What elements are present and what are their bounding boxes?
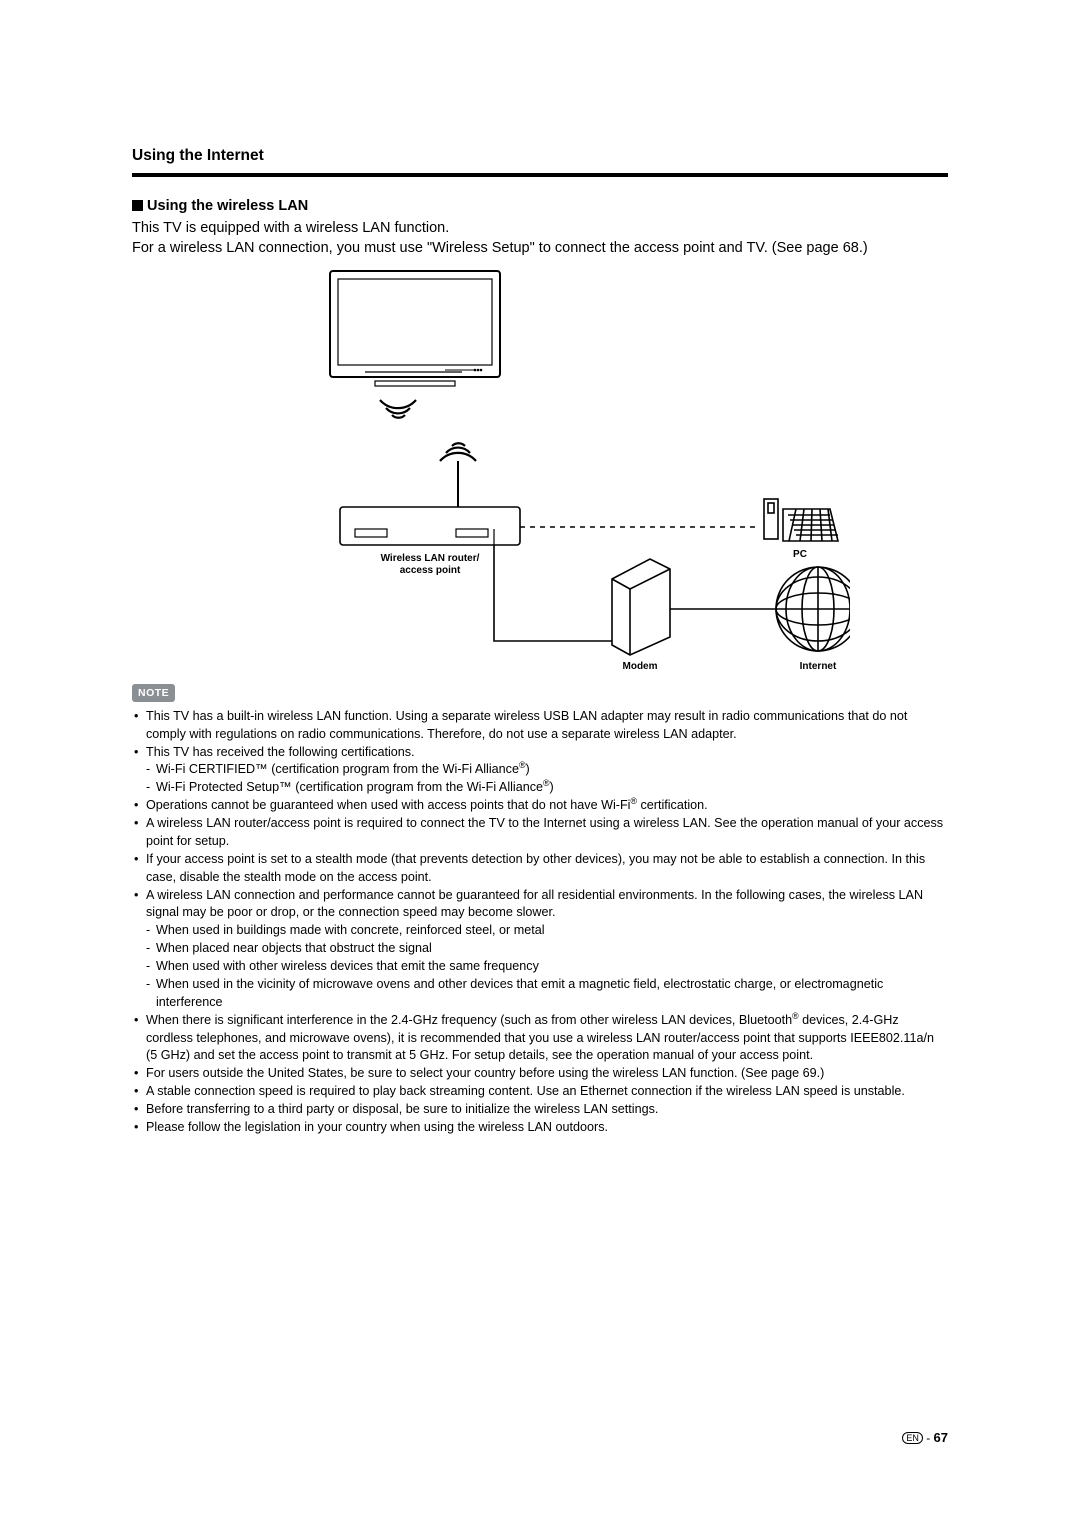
modem-icon: [612, 559, 670, 655]
tv-icon: [330, 271, 500, 386]
page-lang-badge: EN: [902, 1432, 923, 1444]
intro-line-2: For a wireless LAN connection, you must …: [132, 240, 868, 256]
section-divider: [132, 173, 948, 177]
page-sep: -: [923, 1431, 934, 1445]
wireless-lan-heading: Using the wireless LAN: [132, 197, 948, 218]
env-subitem: When used with other wireless devices th…: [146, 958, 948, 976]
internet-label: Internet: [800, 661, 837, 669]
modem-label: Modem: [623, 661, 658, 669]
section-title: Using the Internet: [132, 146, 948, 173]
env-subitem: When used in buildings made with concret…: [146, 922, 948, 940]
wifi-waves-down-icon: [380, 400, 416, 418]
notes-list: This TV has a built-in wireless LAN func…: [132, 708, 948, 1137]
wifi-waves-up-icon: [440, 443, 476, 461]
square-bullet-icon: [132, 198, 143, 218]
note-text: This TV has received the following certi…: [146, 745, 415, 759]
network-diagram: Wireless LAN router/ access point PC Mod…: [230, 269, 850, 669]
wireless-lan-heading-text: Using the wireless LAN: [147, 198, 308, 214]
note-item: When there is significant interference i…: [132, 1012, 948, 1066]
page-footer: EN - 67: [902, 1429, 948, 1447]
note-item: A wireless LAN connection and performanc…: [132, 887, 948, 1012]
globe-icon: [776, 567, 850, 651]
note-item: If your access point is set to a stealth…: [132, 851, 948, 887]
intro-text: This TV is equipped with a wireless LAN …: [132, 219, 948, 258]
router-label: Wireless LAN router/: [381, 553, 480, 564]
page-number: 67: [934, 1430, 948, 1445]
pc-label: PC: [793, 549, 807, 560]
note-text: A wireless LAN connection and performanc…: [146, 888, 923, 920]
cert-subitem: Wi-Fi Protected Setup™ (certification pr…: [146, 779, 948, 797]
env-subitem: When placed near objects that obstruct t…: [146, 940, 948, 958]
cert-sublist: Wi-Fi CERTIFIED™ (certification program …: [146, 761, 948, 797]
router-label-2: access point: [400, 565, 461, 576]
note-item: Please follow the legislation in your co…: [132, 1119, 948, 1137]
note-item: For users outside the United States, be …: [132, 1065, 948, 1083]
note-item: This TV has received the following certi…: [132, 744, 948, 798]
note-item: A stable connection speed is required to…: [132, 1083, 948, 1101]
intro-line-1: This TV is equipped with a wireless LAN …: [132, 220, 449, 236]
pc-icon: [764, 499, 838, 541]
note-item: Operations cannot be guaranteed when use…: [132, 797, 948, 815]
env-subitem: When used in the vicinity of microwave o…: [146, 976, 948, 1012]
router-modem-link: [494, 545, 612, 641]
cert-subitem: Wi-Fi CERTIFIED™ (certification program …: [146, 761, 948, 779]
note-item: Before transferring to a third party or …: [132, 1101, 948, 1119]
router-icon: [340, 507, 520, 545]
note-item: This TV has a built-in wireless LAN func…: [132, 708, 948, 744]
note-item: A wireless LAN router/access point is re…: [132, 815, 948, 851]
note-badge: NOTE: [132, 684, 175, 702]
env-sublist: When used in buildings made with concret…: [146, 922, 948, 1011]
